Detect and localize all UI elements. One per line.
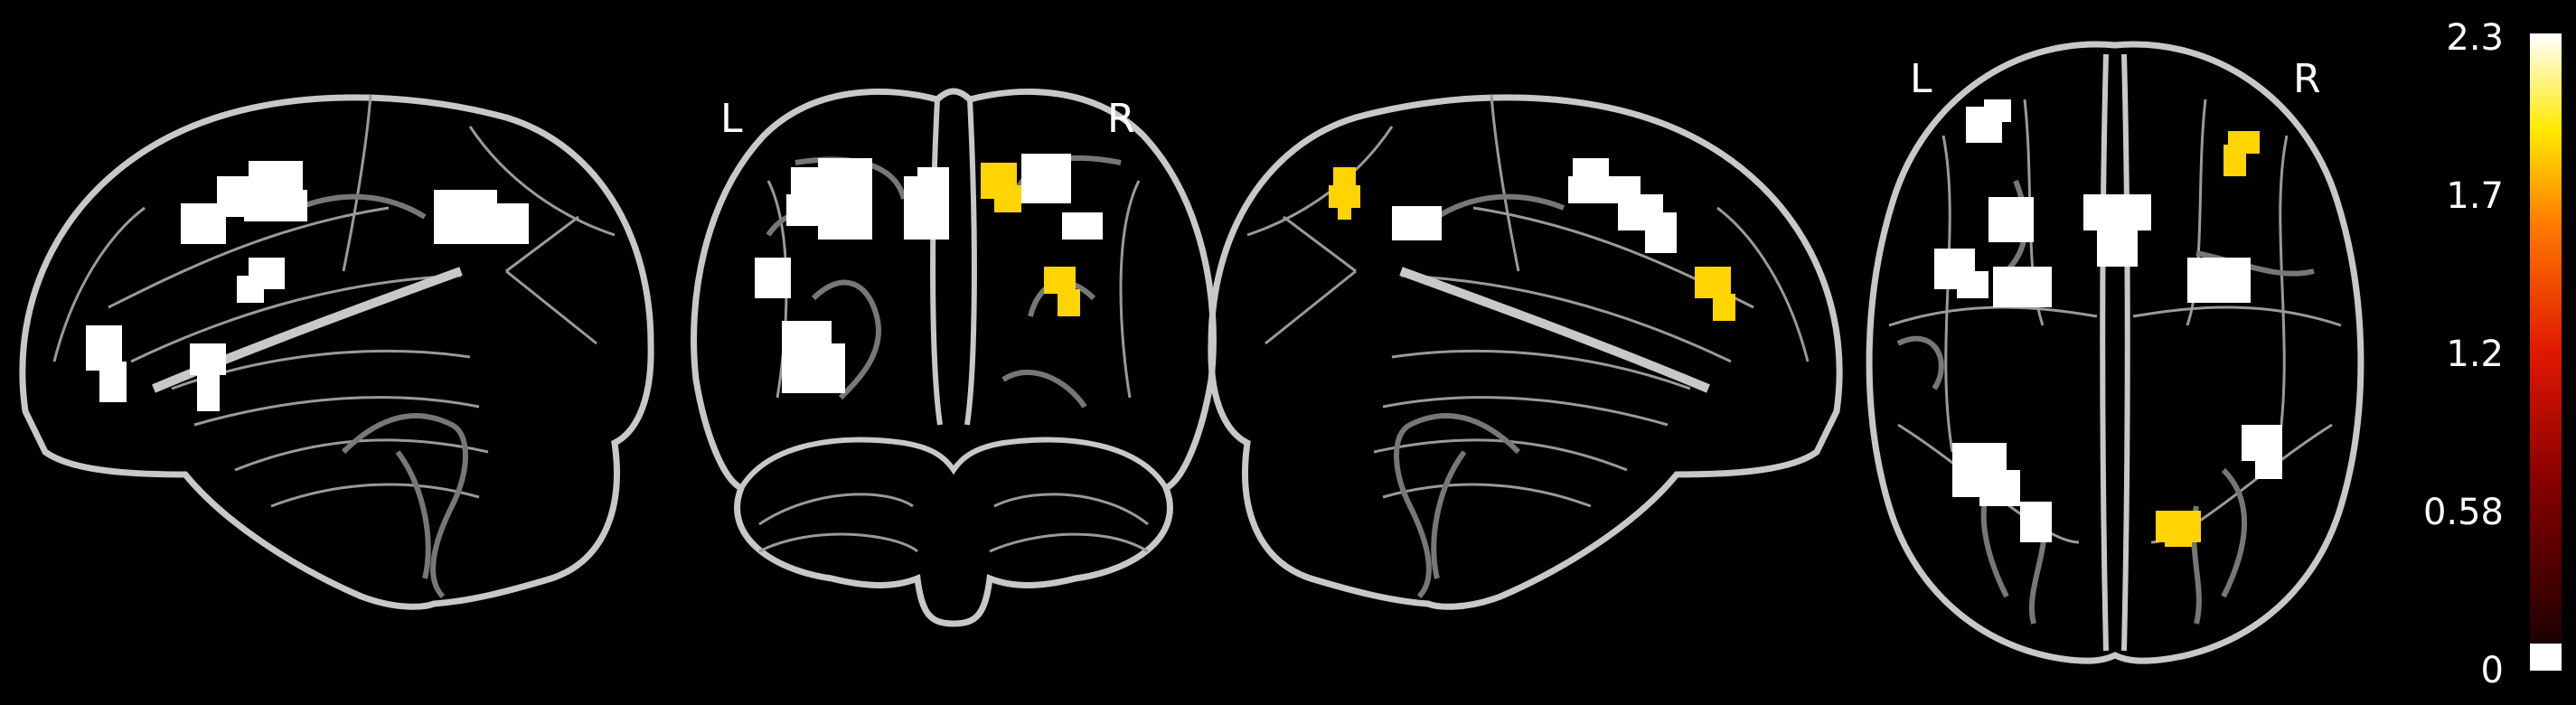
- axial-right-label: R: [2293, 56, 2321, 102]
- sagittal-left-view: [19, 94, 654, 610]
- sylvian-fissure: [1399, 267, 1710, 393]
- sagittal-right-view: [1208, 94, 1843, 610]
- brain-outline: [1208, 94, 1843, 610]
- sulci-lines: [1246, 94, 1810, 508]
- colorbar-tick-label: 2.3: [2446, 17, 2504, 59]
- deep-structures: [1394, 193, 1565, 599]
- deep-structures: [296, 193, 468, 599]
- tentorium: [738, 437, 1169, 490]
- coronal-left-label: L: [720, 96, 743, 142]
- colorbar-tick-label: 1.7: [2446, 175, 2504, 217]
- activation-blobs: [86, 161, 529, 411]
- activation-blobs: [1934, 99, 2282, 547]
- midline: [930, 99, 977, 426]
- brain-outline: [1866, 41, 2364, 664]
- coronal-right-label: R: [1107, 96, 1135, 142]
- brain-outline: [19, 94, 654, 610]
- brain-outline: [691, 88, 1217, 627]
- colorbar: [2530, 33, 2562, 671]
- activation-blobs: [1329, 158, 1735, 321]
- axial-view: [1866, 41, 2364, 664]
- colorbar-tick-label: 0.58: [2422, 492, 2504, 533]
- coronal-view: [691, 88, 1217, 627]
- midline: [2100, 53, 2130, 652]
- colorbar-tick-label: 0: [2480, 650, 2504, 691]
- colorbar-gradient: [2530, 33, 2562, 671]
- colorbar-zero-band: [2530, 644, 2562, 671]
- colorbar-tick-label: 1.2: [2446, 334, 2504, 375]
- axial-left-label: L: [1910, 56, 1932, 102]
- activation-blobs: [755, 154, 1103, 393]
